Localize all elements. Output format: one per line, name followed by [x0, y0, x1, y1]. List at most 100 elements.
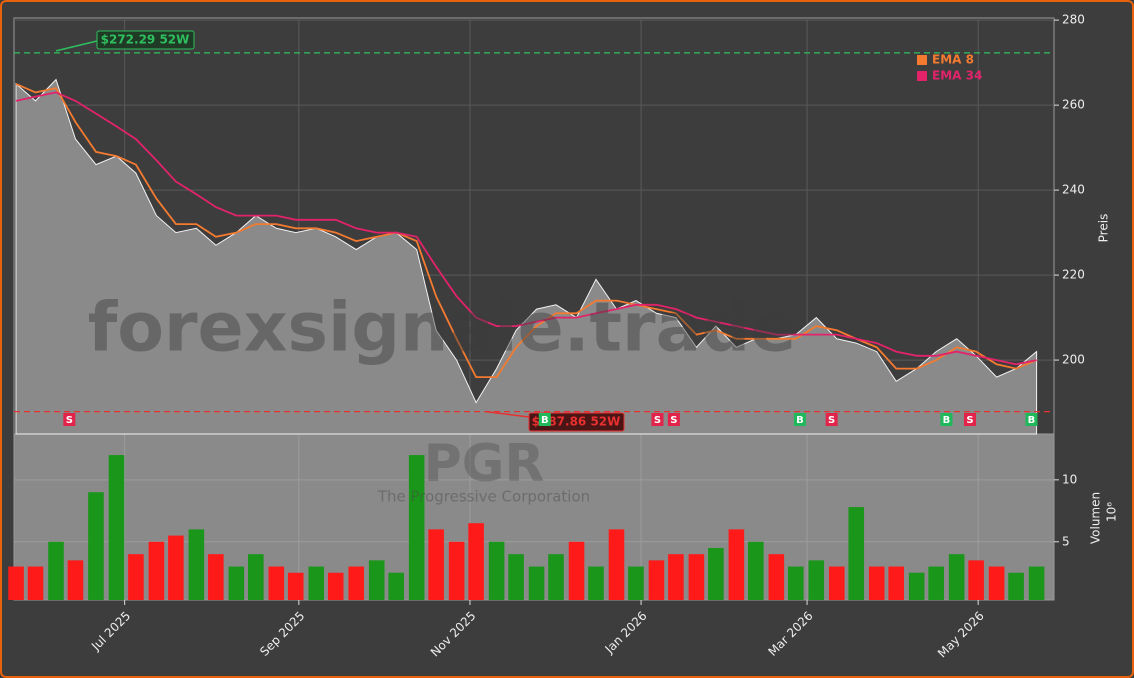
signal-label: B	[541, 415, 549, 426]
x-tick-label: Nov 2025	[428, 609, 479, 660]
volume-bar	[548, 554, 564, 600]
ema-line	[15, 91, 1037, 366]
y-tick-label: 220	[1062, 268, 1085, 282]
volume-bar	[788, 566, 804, 600]
volume-bar	[248, 554, 264, 600]
signal-marker	[667, 413, 680, 426]
volume-bar	[648, 560, 665, 600]
volume-bar	[948, 554, 965, 600]
volume-bar	[828, 566, 845, 600]
volume-bar	[208, 554, 224, 600]
volume-bar	[868, 566, 885, 600]
x-tick-label: Jan 2026	[602, 609, 650, 657]
x-tick-label: Mar 2026	[765, 609, 815, 659]
volume-bar	[428, 529, 444, 600]
volume-bar	[327, 572, 344, 600]
annotation-arrow	[485, 410, 530, 418]
volume-bar	[108, 455, 125, 600]
annotation-label: $187.86 52W	[532, 415, 621, 429]
annotation-box	[528, 412, 625, 432]
volume-bar	[388, 572, 404, 600]
y-tick-label: 280	[1062, 13, 1085, 27]
signal-marker	[963, 413, 976, 426]
legend-swatch	[917, 71, 927, 81]
volume-bar	[408, 455, 425, 600]
volume-bar	[468, 523, 484, 600]
signal-label: B	[1028, 415, 1036, 426]
volume-bar	[568, 541, 585, 600]
volume-bar	[8, 566, 24, 600]
volume-bar	[908, 572, 925, 600]
volume-bar	[928, 566, 944, 600]
volume-bar	[988, 566, 1005, 600]
volume-bar	[968, 560, 984, 600]
annotation-label: $272.29 52W	[101, 33, 190, 47]
annotation-box	[96, 30, 195, 50]
volume-bar	[368, 560, 385, 600]
signal-label: S	[828, 415, 835, 426]
x-tick-label: May 2026	[935, 609, 987, 661]
volume-bar	[67, 560, 84, 600]
volume-bar	[268, 566, 285, 600]
volume-bar	[888, 566, 904, 600]
signal-label: S	[966, 415, 973, 426]
volume-bar	[308, 566, 325, 600]
volume-bar	[1008, 572, 1024, 600]
y-tick-label: 240	[1062, 183, 1085, 197]
volume-y-tick-label: 5	[1062, 534, 1070, 548]
signal-marker	[63, 413, 76, 426]
legend-label: EMA 34	[932, 69, 982, 83]
volume-bar	[708, 547, 724, 600]
volume-bar	[448, 541, 465, 600]
annotation-arrow	[55, 40, 98, 52]
signal-label: B	[943, 415, 951, 426]
signal-label: S	[654, 415, 661, 426]
volume-bar	[148, 541, 165, 600]
signal-label: S	[670, 415, 677, 426]
signal-marker	[793, 413, 806, 426]
volume-bar	[668, 554, 684, 600]
volume-bar	[848, 507, 865, 600]
x-tick-label: Sep 2025	[257, 609, 307, 659]
volume-bar	[228, 566, 245, 600]
volume-bar	[748, 541, 764, 600]
volume-unit: 10⁶	[1105, 502, 1119, 522]
plot-layer: 200 220 240 260 280 5 10 Jul 2025 Sep 2025 Nov 20…	[8, 13, 1085, 661]
signal-marker	[538, 413, 551, 426]
signal-marker	[1025, 413, 1038, 426]
volume-bar	[88, 492, 104, 600]
ema-line	[15, 83, 1037, 378]
watermark-company: The Progressive Corporation	[377, 488, 590, 506]
volume-bar	[128, 554, 144, 600]
volume-bar	[188, 529, 205, 600]
y-tick-label: 200	[1062, 353, 1085, 367]
volume-bar	[588, 566, 604, 600]
watermark: forexsignale.trade	[88, 289, 797, 368]
legend-label: EMA 8	[932, 53, 974, 67]
y-tick-label: 260	[1062, 98, 1085, 112]
volume-bar	[168, 535, 184, 600]
volume-axis-label: Volumen	[1089, 492, 1103, 544]
volume-bar	[608, 529, 625, 600]
volume-bar	[808, 560, 825, 600]
signal-marker	[940, 413, 953, 426]
watermark-symbol: PGR	[424, 434, 545, 494]
volume-bar	[628, 566, 644, 600]
signal-label: S	[66, 415, 73, 426]
x-tick-label: Jul 2025	[88, 609, 133, 654]
signal-marker	[825, 413, 838, 426]
volume-bar	[48, 541, 64, 600]
volume-bar	[768, 554, 785, 600]
legend-swatch	[917, 55, 927, 65]
volume-bar	[287, 572, 304, 600]
volume-bar	[348, 566, 365, 600]
volume-y-tick-label: 10	[1062, 472, 1077, 486]
signal-label: B	[796, 415, 804, 426]
y-axis-label: Preis	[1097, 214, 1111, 243]
signal-marker	[651, 413, 664, 426]
volume-bar	[1028, 566, 1045, 600]
volume-bar	[688, 554, 705, 600]
volume-bar	[528, 566, 545, 600]
